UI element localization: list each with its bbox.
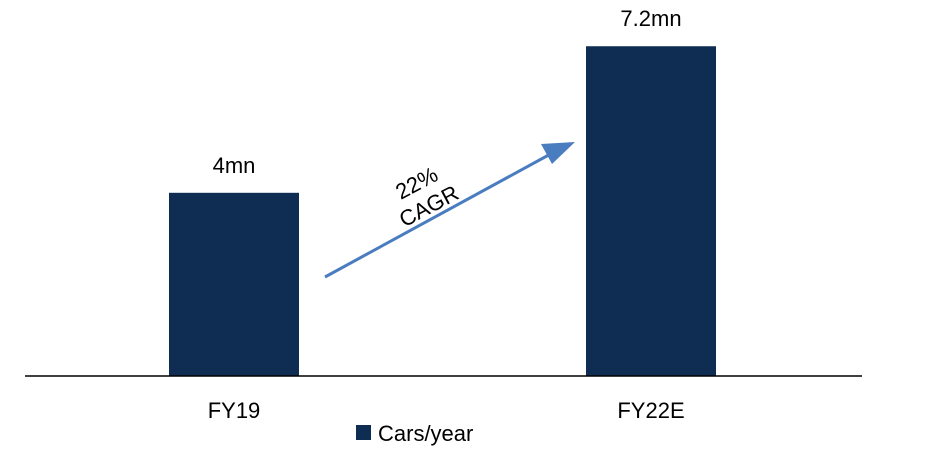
bar-fy19 — [169, 192, 299, 376]
cagr-arrow-shaft — [324, 149, 557, 279]
data-label-fy22e: 7.2mn — [620, 6, 681, 31]
legend-swatch-cars-year — [356, 425, 371, 440]
x-tick-label-fy22e: FY22E — [617, 398, 684, 423]
legend-label-cars-year: Cars/year — [378, 421, 473, 446]
data-label-fy19: 4mn — [213, 153, 256, 178]
bar-fy22e — [586, 46, 716, 377]
cagr-annotation: 22% CAGR — [324, 142, 575, 279]
legend: Cars/year — [356, 421, 473, 446]
x-tick-labels-group: FY19 FY22E — [208, 398, 685, 423]
x-tick-label-fy19: FY19 — [208, 398, 261, 423]
cagr-arrow-head — [541, 142, 575, 164]
data-labels-group: 4mn 7.2mn — [213, 6, 682, 178]
bars-group — [169, 46, 716, 377]
